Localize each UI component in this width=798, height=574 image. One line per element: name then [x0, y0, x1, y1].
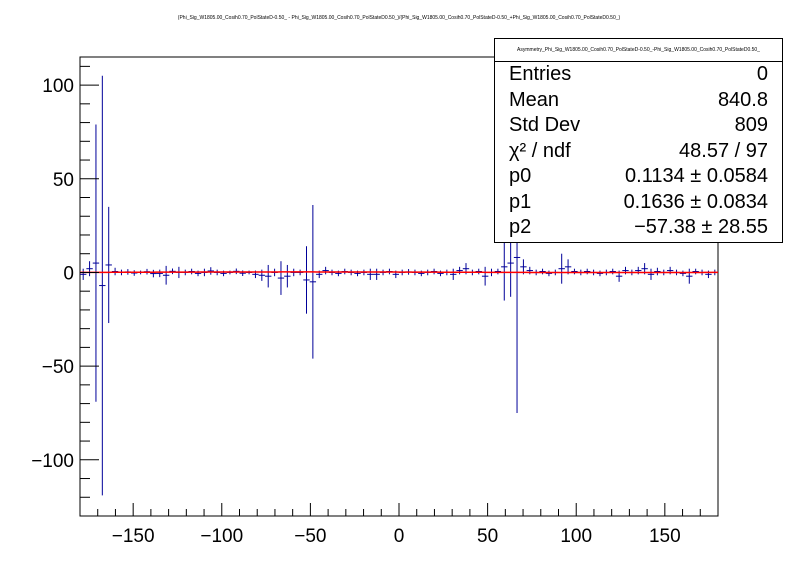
- stats-value: 809: [734, 114, 768, 136]
- stats-label: Std Dev: [509, 114, 581, 136]
- data-point: [571, 268, 578, 275]
- x-tick-label: 0: [394, 526, 405, 547]
- data-point: [373, 268, 380, 280]
- data-point: [545, 270, 553, 277]
- data-point: [111, 267, 119, 276]
- data-point: [367, 268, 374, 280]
- data-point: [162, 265, 170, 285]
- stats-label: p2: [509, 216, 532, 238]
- data-point: [526, 266, 533, 275]
- data-point: [303, 246, 310, 314]
- stats-value: −57.38 ± 28.55: [634, 216, 768, 238]
- data-point: [539, 268, 546, 275]
- x-tick-label: 50: [477, 526, 498, 547]
- x-tick-label: −150: [112, 526, 155, 547]
- y-tick-label: 50: [53, 170, 74, 191]
- stats-row: Mean 840.8: [495, 88, 782, 114]
- data-point: [284, 264, 291, 288]
- stats-row: p2 −57.38 ± 28.55: [495, 215, 782, 241]
- data-point: [501, 233, 508, 301]
- y-tick-label: 0: [63, 263, 74, 284]
- data-point: [558, 253, 565, 284]
- x-tick-label: −100: [200, 526, 243, 547]
- data-point: [475, 268, 482, 275]
- data-point: [584, 268, 591, 275]
- stats-box: Asymmetry_Phi_Sig_W1805.00_Cosih0.70_Pol…: [494, 38, 783, 243]
- stats-value: 0: [756, 63, 768, 85]
- data-point: [99, 75, 106, 496]
- data-point: [92, 124, 100, 402]
- data-point: [131, 270, 138, 276]
- data-point: [450, 268, 457, 280]
- data-point: [80, 268, 87, 280]
- data-point: [207, 267, 214, 275]
- data-point: [309, 205, 317, 359]
- x-tick-label: 100: [560, 526, 592, 547]
- data-point: [322, 266, 329, 275]
- y-tick-label: −100: [31, 451, 74, 472]
- stats-row: Entries 0: [495, 62, 782, 88]
- data-point: [596, 270, 604, 277]
- stats-label: Entries: [509, 63, 572, 85]
- data-point: [692, 268, 699, 275]
- stats-row: Std Dev 809: [495, 113, 782, 139]
- data-point: [169, 268, 176, 275]
- y-tick-label: 100: [42, 76, 74, 97]
- plot-title: (Phi_Sig_W1805.00_Cosih0.70_PolStateD-0.…: [177, 15, 621, 21]
- stats-value: 0.1134 ± 0.0584: [625, 165, 768, 187]
- data-point: [654, 267, 661, 276]
- data-point: [679, 270, 687, 277]
- stats-row: p1 0.1636 ± 0.0834: [495, 190, 782, 216]
- stats-value: 48.57 / 97: [679, 139, 768, 162]
- fit-curve: [79, 271, 719, 274]
- data-point: [494, 268, 502, 275]
- stats-histogram-name: Asymmetry_Phi_Sig_W1805.00_Cosih0.70_Pol…: [495, 39, 782, 62]
- data-point: [609, 268, 616, 275]
- data-point: [481, 266, 489, 286]
- data-point: [686, 268, 693, 284]
- data-point: [156, 269, 163, 278]
- stats-label: χ² / ndf: [509, 139, 571, 162]
- data-point: [437, 270, 444, 277]
- data-point: [150, 269, 157, 278]
- data-point: [456, 266, 463, 275]
- x-tick-label: 150: [649, 526, 681, 547]
- stats-label: p0: [509, 165, 532, 187]
- stats-label: p1: [509, 190, 532, 213]
- data-point: [277, 261, 285, 295]
- data-point: [86, 261, 93, 277]
- stats-label: Mean: [509, 88, 560, 111]
- data-point: [647, 268, 655, 280]
- stats-row: χ² / ndf 48.57 / 97: [495, 139, 782, 165]
- stats-value: 840.8: [717, 88, 768, 111]
- x-tick-label: −50: [294, 526, 326, 547]
- data-point: [105, 206, 112, 324]
- y-tick-label: −50: [42, 357, 74, 378]
- stats-row: p0 0.1134 ± 0.0584: [495, 164, 782, 190]
- data-point: [265, 264, 272, 288]
- stats-value: 0.1636 ± 0.0834: [623, 190, 768, 213]
